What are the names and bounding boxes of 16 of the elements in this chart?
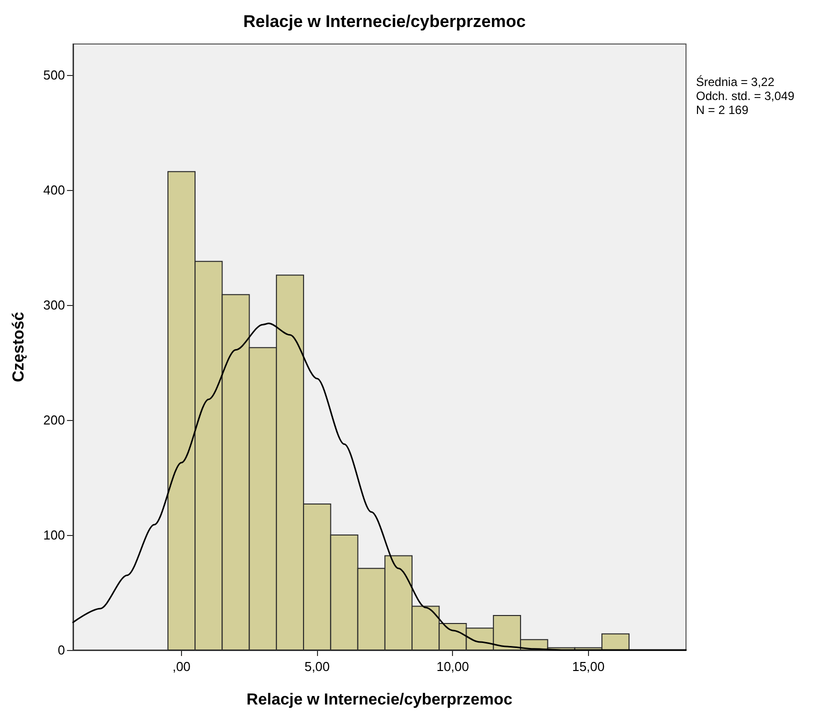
y-tick-label: 300 xyxy=(43,298,65,313)
x-tick-label: 5,00 xyxy=(304,659,330,674)
y-tick-label: 200 xyxy=(43,412,65,428)
x-tick-label: 10,00 xyxy=(436,659,470,674)
chart-title: Relacje w Internecie/cyberprzemoc xyxy=(243,12,526,31)
y-tick-label: 0 xyxy=(58,642,65,658)
y-tick-label: 400 xyxy=(43,182,65,198)
x-tick-label: ,00 xyxy=(172,659,191,674)
text: Odch. std. = 3,049 xyxy=(696,89,795,103)
text: Średnia = 3,22 xyxy=(696,75,775,89)
text: N = 2 169 xyxy=(696,103,749,117)
y-tick-label: 500 xyxy=(43,68,65,83)
y-axis-title: Częstość xyxy=(10,312,28,382)
x-tick-label: 15,00 xyxy=(572,659,605,674)
x-axis-title: Relacje w Internecie/cyberprzemoc xyxy=(246,692,513,708)
y-tick-label: 100 xyxy=(43,528,65,543)
